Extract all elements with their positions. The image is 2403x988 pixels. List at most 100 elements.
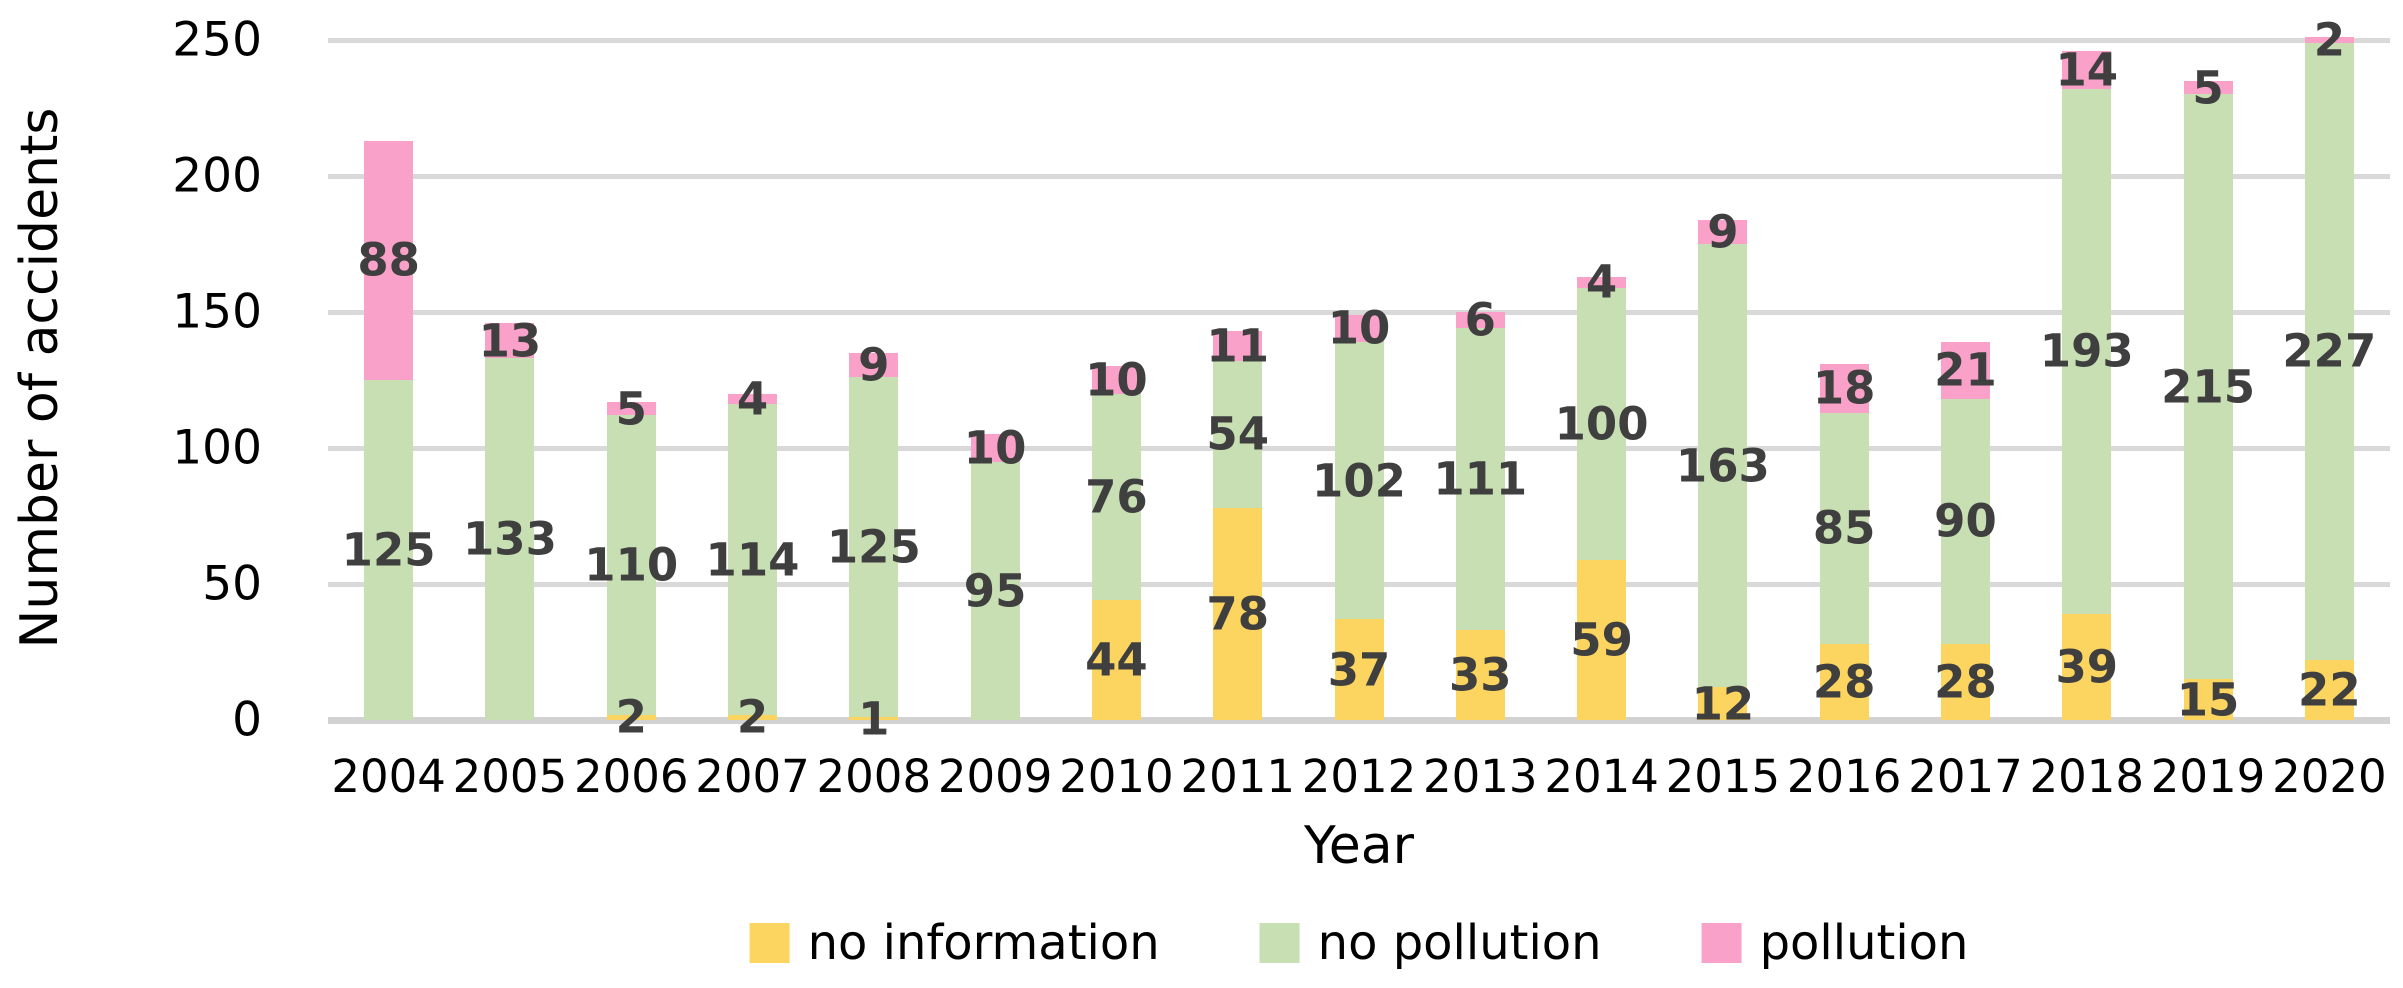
bar-segment-pollution: [849, 352, 899, 378]
bar-segment-no-pollution: [1698, 244, 1748, 688]
data-label: 5: [2192, 61, 2224, 115]
data-label: 125: [341, 523, 436, 577]
gridline: [328, 38, 2390, 43]
bar-segment-no-pollution: [364, 380, 414, 720]
legend-item-pollution: pollution: [1701, 915, 1969, 971]
x-tick-label: 2006: [573, 750, 689, 803]
bar-segment-no-pollution: [1455, 328, 1505, 631]
data-label: 114: [705, 533, 800, 587]
x-tick-label: 2011: [1180, 750, 1295, 803]
x-axis-title: Year: [1303, 816, 1415, 876]
bar-segment-no-information: [1819, 643, 1869, 720]
bar-segment-no-information: [1334, 619, 1384, 720]
bar-segment-pollution: [1091, 366, 1141, 394]
data-label: 76: [1085, 470, 1148, 524]
x-tick-label: 2014: [1544, 750, 1659, 803]
x-tick-label: 2005: [452, 750, 568, 803]
legend-label: no information: [807, 915, 1160, 971]
data-label: 18: [1812, 361, 1876, 415]
bar-segment-pollution: [1334, 314, 1384, 342]
legend-item-no-information: no information: [749, 915, 1160, 971]
bar-segment-no-pollution: [2183, 94, 2233, 680]
data-label: 193: [2039, 324, 2134, 378]
bar-segment-pollution: [1213, 331, 1263, 361]
data-label: 11: [1206, 319, 1270, 373]
data-label: 1: [858, 692, 890, 746]
data-label: 2: [736, 690, 769, 744]
bar-segment-pollution: [2062, 50, 2112, 89]
x-tick-label: 2015: [1665, 750, 1781, 803]
bar-segment-pollution: [1940, 341, 1990, 400]
data-label: 102: [1312, 454, 1406, 508]
bar-segment-no-pollution: [1334, 341, 1384, 620]
legend-swatch-no-information: [749, 923, 790, 963]
x-tick-label: 2004: [331, 750, 446, 803]
legend-swatch-pollution: [1701, 923, 1742, 963]
x-tick-label: 2009: [937, 750, 1053, 803]
data-label: 37: [1327, 643, 1391, 697]
bar-segment-no-information: [1213, 507, 1263, 720]
data-label: 10: [963, 421, 1027, 475]
data-label: 88: [357, 233, 420, 287]
data-label: 133: [462, 512, 557, 566]
bar-segment-pollution: [1698, 219, 1748, 244]
bar-segment-no-information: [849, 717, 899, 720]
legend-swatch-no-pollution: [1259, 923, 1300, 963]
data-label: 85: [1812, 501, 1876, 555]
bar-segment-no-information: [2304, 660, 2354, 720]
data-label: 28: [1934, 655, 1997, 709]
data-label: 59: [1570, 613, 1633, 667]
y-tick-label: 50: [202, 556, 262, 612]
y-tick-label: 150: [172, 284, 262, 340]
data-label: 5: [615, 382, 647, 436]
bar-segment-pollution: [364, 140, 414, 380]
data-label: 9: [858, 338, 890, 392]
bar-segment-no-information: [1455, 630, 1505, 720]
data-label: 54: [1206, 407, 1270, 461]
data-label: 78: [1206, 587, 1270, 641]
data-label: 2: [615, 690, 647, 744]
y-tick-label: 100: [172, 420, 262, 476]
legend-label: pollution: [1759, 915, 1969, 971]
x-tick-label: 2010: [1059, 750, 1174, 803]
bar-segment-pollution: [2304, 37, 2354, 43]
data-label: 100: [1554, 397, 1649, 451]
data-label: 21: [1934, 343, 1997, 397]
data-label: 10: [1085, 353, 1148, 407]
x-tick-label: 2008: [816, 750, 932, 803]
data-label: 6: [1464, 293, 1496, 347]
bar-segment-no-information: [1940, 643, 1990, 720]
data-label: 28: [1812, 655, 1876, 709]
x-tick-label: 2019: [2150, 750, 2266, 803]
x-tick-label: 2018: [2029, 750, 2145, 803]
x-tick-label: 2013: [1423, 750, 1538, 803]
bar-segment-no-pollution: [728, 404, 778, 715]
bar-segment-no-information: [728, 714, 778, 720]
y-tick-label: 200: [172, 148, 262, 204]
x-axis-line: [328, 717, 2390, 724]
gridline: [328, 174, 2390, 179]
data-label: 12: [1691, 677, 1755, 731]
y-tick-label: 0: [232, 692, 262, 748]
data-label: 227: [2282, 324, 2377, 378]
data-label: 4: [736, 372, 769, 426]
bar-segment-no-information: [2183, 679, 2233, 720]
legend: no information no pollution pollution: [749, 915, 1969, 971]
bar-segment-no-pollution: [485, 358, 535, 720]
data-label: 44: [1085, 633, 1148, 687]
data-label: 9: [1707, 205, 1739, 259]
bar-segment-pollution: [485, 322, 535, 359]
data-label: 15: [2176, 673, 2240, 727]
bar-segment-no-information: [606, 714, 656, 720]
bar-segment-no-pollution: [1213, 360, 1263, 508]
bar-segment-pollution: [1577, 276, 1627, 288]
data-label: 13: [478, 314, 542, 368]
bar-segment-no-pollution: [2304, 42, 2354, 661]
data-label: 110: [584, 538, 679, 592]
bar-segment-no-pollution: [970, 461, 1020, 720]
gridline: [328, 310, 2390, 315]
data-label: 215: [2161, 360, 2256, 414]
data-label: 10: [1327, 301, 1391, 355]
data-label: 125: [826, 520, 921, 574]
